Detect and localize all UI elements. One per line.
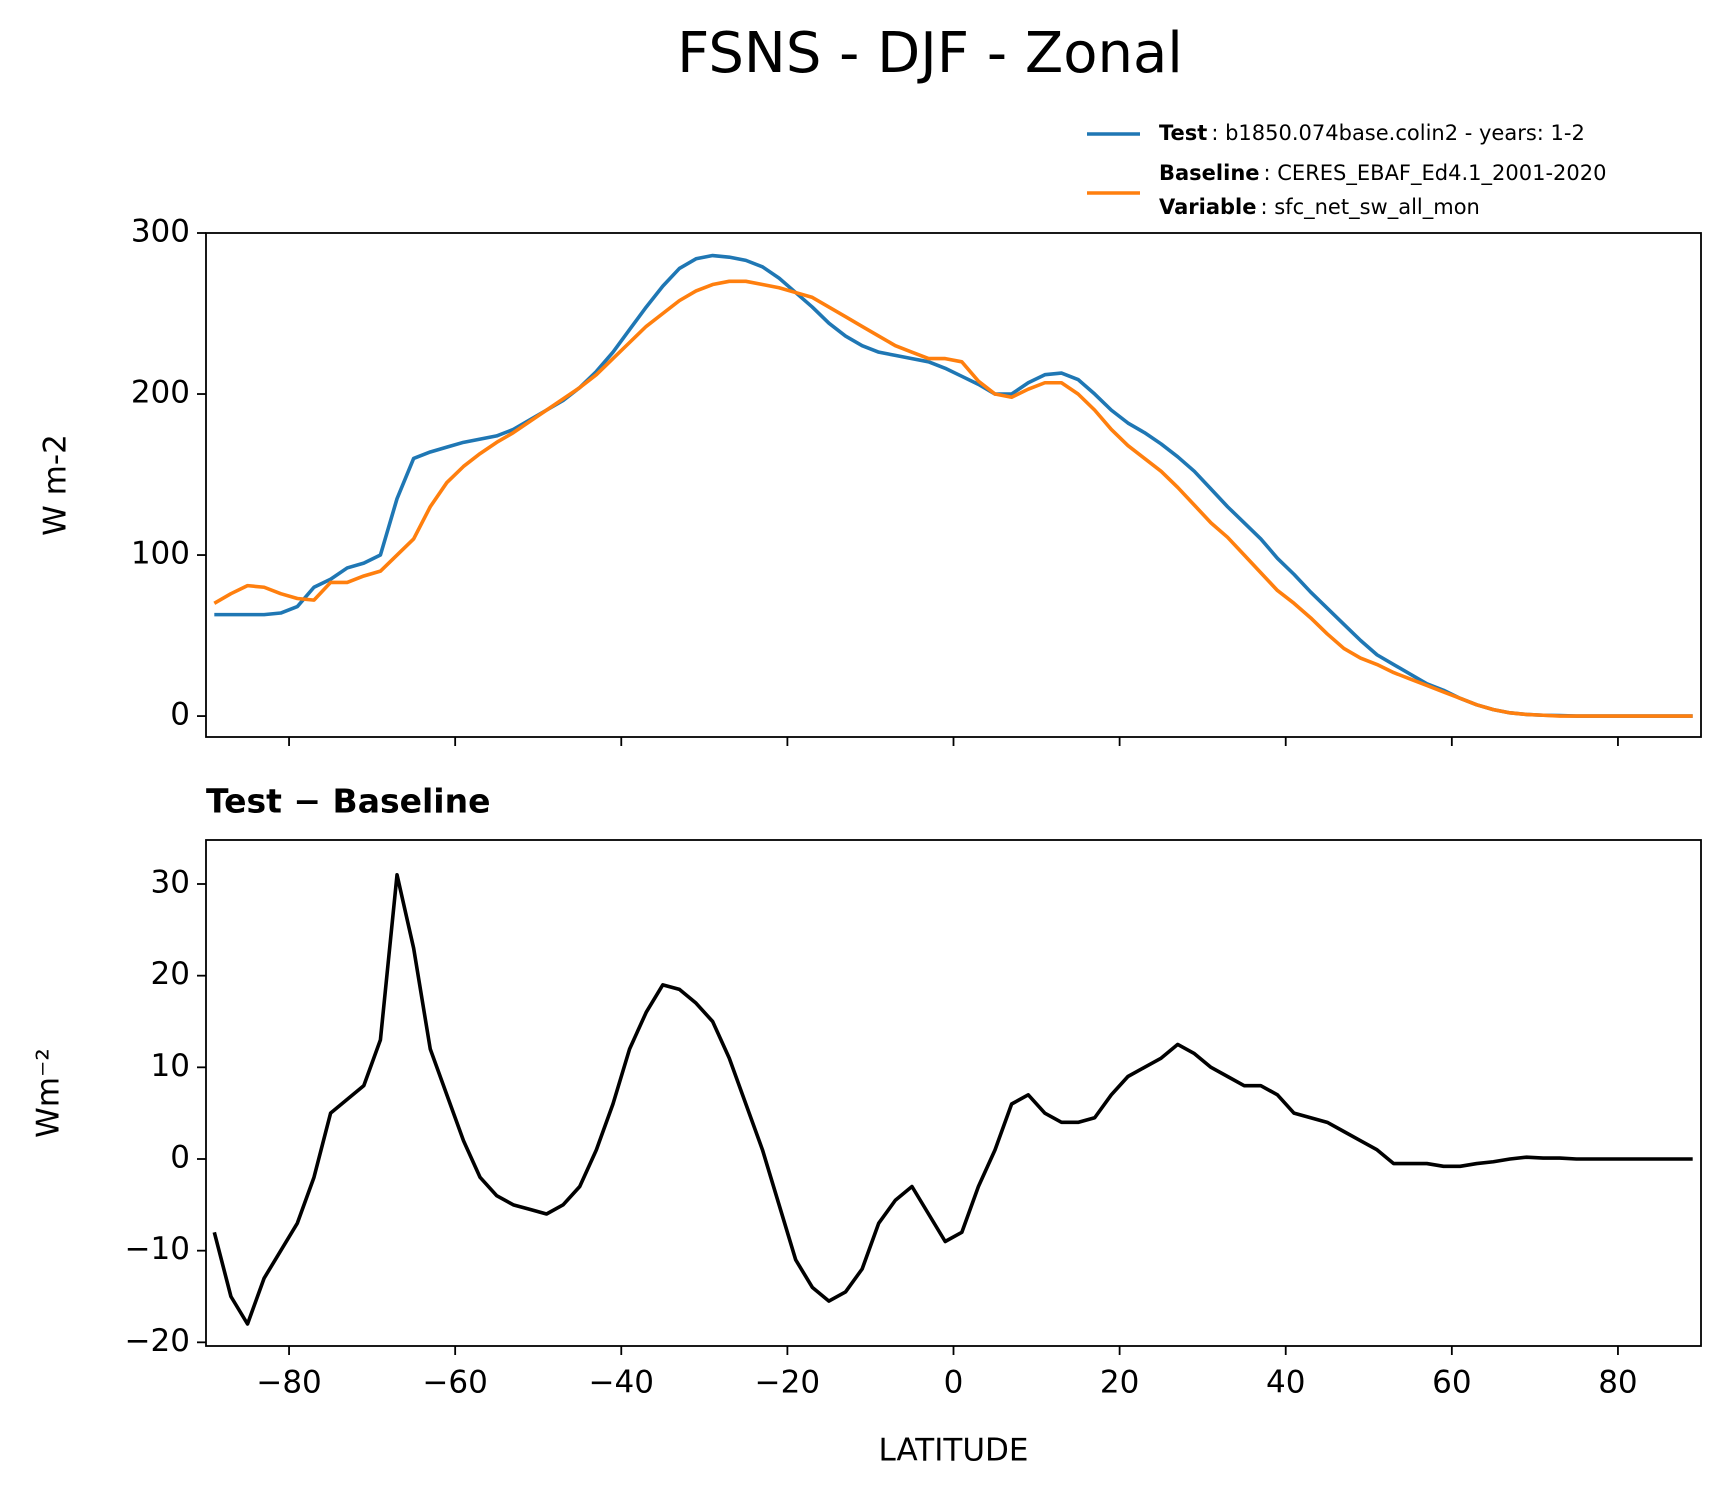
y-tick-label: −10 <box>125 1231 190 1267</box>
legend-label: : b1850.074base.colin2 - years: 1-2 <box>1211 121 1585 145</box>
legend-name: Test <box>1159 121 1207 145</box>
data-line <box>212 873 1693 1326</box>
x-tick-label: 60 <box>1432 1365 1471 1401</box>
x-tick-label: −20 <box>755 1365 820 1401</box>
y-tick-label: 100 <box>131 536 190 572</box>
x-tick-label: 80 <box>1598 1365 1637 1401</box>
y-tick-label: 0 <box>170 1140 190 1176</box>
axes-frame <box>205 232 1702 738</box>
x-tick-label: 20 <box>1100 1365 1139 1401</box>
axes-frame <box>205 839 1702 1347</box>
y-tick-label: 20 <box>151 956 190 992</box>
y-tick-label: 0 <box>170 697 190 733</box>
x-tick-label: −80 <box>256 1365 321 1401</box>
legend-name: Baseline <box>1159 161 1260 185</box>
x-tick-label: −60 <box>422 1365 487 1401</box>
y-tick-label: 30 <box>151 865 190 901</box>
chart-title: FSNS - DJF - Zonal <box>677 21 1183 86</box>
y-tick-label: 200 <box>131 375 190 411</box>
legend-note-name: Variable <box>1159 195 1256 219</box>
legend-entry: Test: b1850.074base.colin2 - years: 1-2 <box>1159 121 1585 145</box>
x-tick-label: 0 <box>944 1365 964 1401</box>
y-axis-label: Wm⁻² <box>31 1048 67 1138</box>
subplot-title: Test − Baseline <box>206 782 491 821</box>
x-tick-label: −40 <box>589 1365 654 1401</box>
legend-note: Variable: sfc_net_sw_all_mon <box>1159 195 1480 220</box>
y-tick-label: 10 <box>151 1048 190 1084</box>
data-line <box>213 279 1693 718</box>
legend-entry: Baseline: CERES_EBAF_Ed4.1_2001-2020 <box>1159 161 1606 186</box>
x-axis-label: LATITUDE <box>879 1433 1029 1469</box>
y-axis-label: W m-2 <box>38 434 74 536</box>
legend-note-label: : sfc_net_sw_all_mon <box>1260 195 1479 220</box>
y-tick-label: 300 <box>131 214 190 250</box>
x-tick-label: 40 <box>1266 1365 1305 1401</box>
data-line <box>214 253 1693 718</box>
legend-label: : CERES_EBAF_Ed4.1_2001-2020 <box>1264 161 1607 186</box>
y-tick-label: −20 <box>125 1323 190 1359</box>
